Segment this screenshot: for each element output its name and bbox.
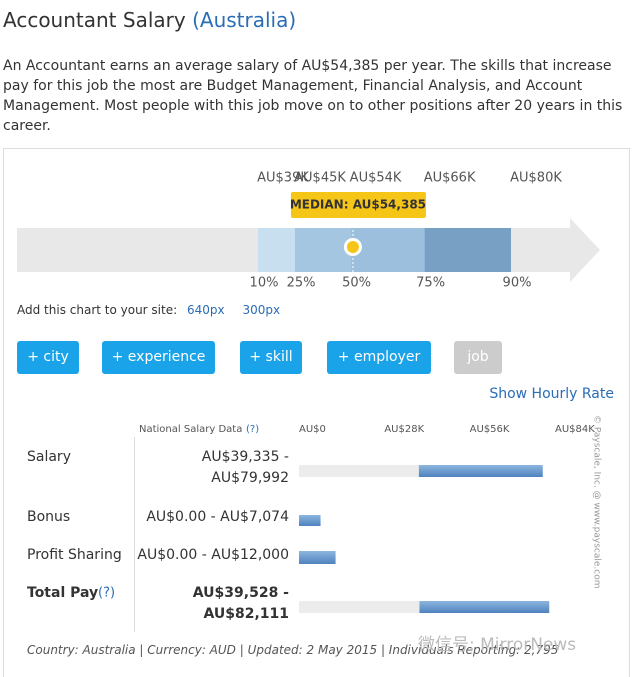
row-label: Profit Sharing	[27, 547, 122, 563]
row-label: Salary	[27, 449, 71, 465]
range-text: AU$0.00 - AU$7,074	[146, 509, 289, 525]
chart-box	[3, 148, 630, 677]
percentile-band	[258, 228, 296, 272]
salary-label: AU$45K	[294, 171, 346, 186]
percentile-label: 25%	[287, 276, 316, 291]
embed-link[interactable]: 640px	[186, 303, 225, 317]
filter-button[interactable]: + city	[17, 341, 79, 374]
watermark: 微信号: MirrorNews	[418, 635, 577, 655]
range-bar	[419, 601, 550, 613]
copyright: © Payscale, Inc. @ www.payscale.com	[592, 415, 602, 588]
median-box	[290, 192, 426, 218]
percentile-label: 50%	[342, 276, 371, 291]
range-text: AU$39,528 -	[193, 585, 289, 601]
embed-link[interactable]: 300px	[242, 303, 281, 317]
range-bar	[299, 551, 336, 564]
title-row: Accountant Salary (Australia)	[3, 8, 296, 32]
filter-button[interactable]: + employer	[327, 341, 431, 374]
percentile-band	[350, 228, 425, 272]
table-header: National Salary Data	[139, 424, 242, 435]
range-text: AU$39,335 -	[202, 449, 289, 465]
hourly-link[interactable]: Show Hourly Rate	[489, 386, 614, 402]
row-label: Total Pay	[27, 585, 98, 601]
axis-tick-label: AU$28K	[384, 424, 424, 435]
percentile-band	[424, 228, 511, 272]
help-link: (?)	[98, 586, 115, 601]
median-label: MEDIAN: AU$54,385	[290, 198, 426, 212]
axis-tick-label: AU$0	[299, 424, 326, 435]
range-base	[299, 601, 420, 613]
range-bar	[299, 515, 321, 526]
range-text: AU$0.00 - AU$12,000	[137, 547, 289, 563]
filter-button: job	[454, 341, 502, 374]
range-base	[299, 465, 419, 477]
footer: Country: Australia | Currency: AUD | Upd…	[27, 643, 559, 657]
range-text: AU$79,992	[211, 470, 289, 486]
embed-row: Add this chart to your site: 640px 300px	[17, 303, 280, 317]
percentile-label: 10%	[250, 276, 279, 291]
embed-label: Add this chart to your site:	[17, 303, 178, 317]
summary: An Accountant earns an average salary of…	[3, 58, 623, 134]
help-link: (?)	[246, 424, 259, 435]
range-text: AU$82,111	[203, 606, 289, 622]
location-link[interactable]: (Australia)	[192, 8, 297, 32]
salary-label: AU$39K	[257, 171, 309, 186]
median-star	[346, 241, 359, 253]
axis-tick-label: AU$56K	[470, 424, 510, 435]
salary-label: AU$66K	[424, 171, 476, 186]
salary-label: AU$54K	[350, 171, 402, 186]
range-bar	[418, 465, 543, 477]
salary-label: AU$80K	[510, 171, 562, 186]
filter-button[interactable]: + skill	[240, 341, 302, 374]
axis-tick-label: AU$84K	[555, 424, 595, 435]
row-label: Bonus	[27, 509, 70, 525]
percentile-label: 75%	[416, 276, 445, 291]
filter-button[interactable]: + experience	[102, 341, 215, 374]
percentile-label: 90%	[503, 276, 532, 291]
percentile-band	[295, 228, 351, 272]
title: Accountant Salary	[3, 8, 186, 32]
